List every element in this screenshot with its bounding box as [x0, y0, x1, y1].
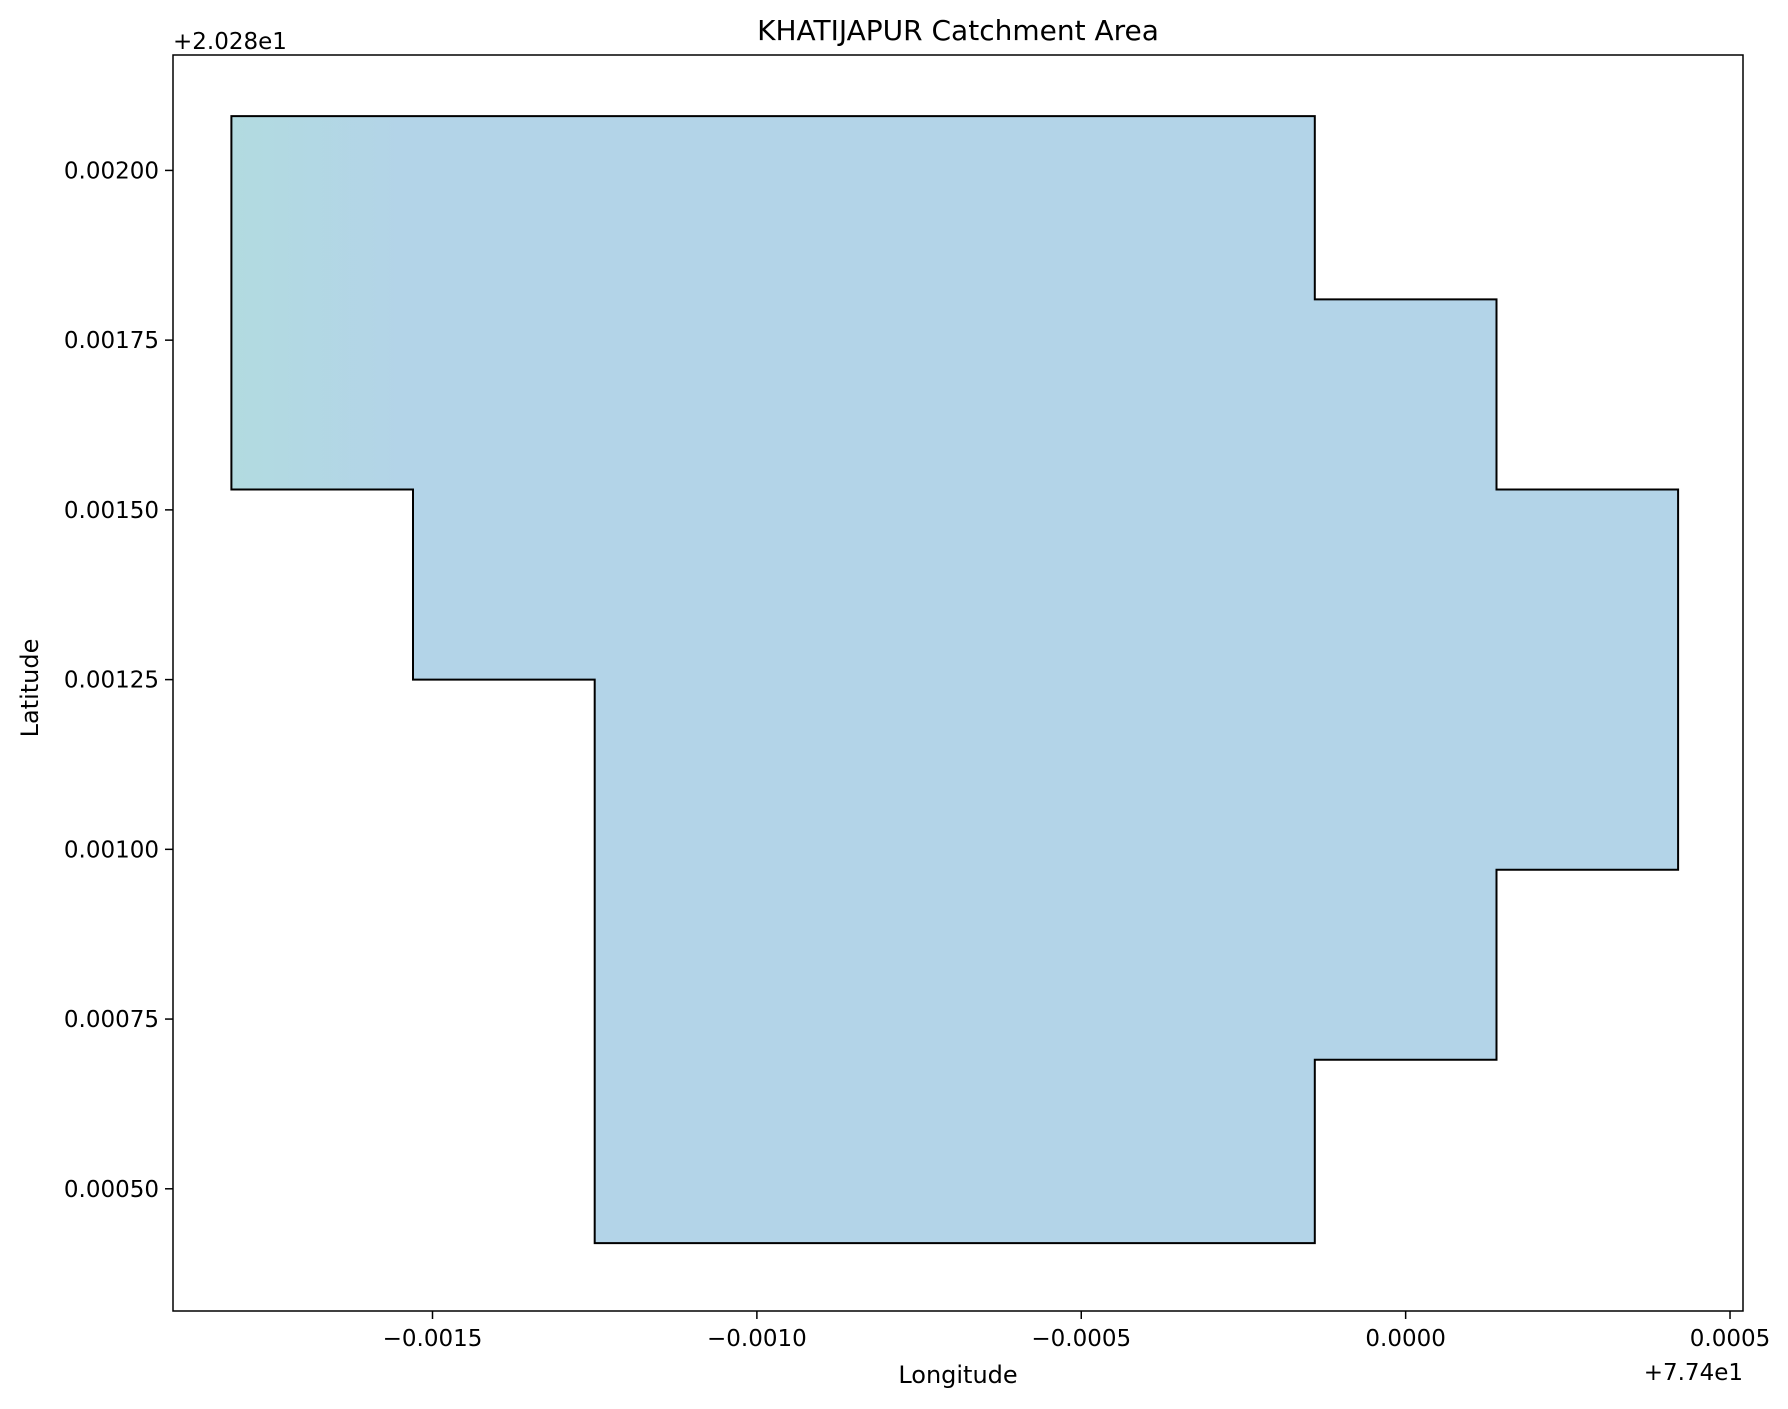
- y-tick-label: 0.00175: [64, 328, 159, 354]
- x-tick-label: 0.0005: [1690, 1326, 1770, 1352]
- y-tick-label: 0.00075: [64, 1007, 159, 1033]
- x-offset-label: +7.74e1: [1644, 1360, 1743, 1386]
- x-tick-label: −0.0010: [707, 1326, 807, 1352]
- x-axis-label: Longitude: [898, 1361, 1017, 1389]
- y-axis-ticks: 0.00050 0.00075 0.00100 0.00125 0.00150 0.001…: [64, 158, 173, 1203]
- y-tick-label: 0.00200: [64, 158, 159, 184]
- x-axis-ticks: −0.0015 −0.0010 −0.0005 0.0000 0.0005: [383, 1311, 1770, 1352]
- catchment-polygon: [230, 115, 1680, 1245]
- x-tick-label: −0.0015: [383, 1326, 483, 1352]
- y-tick-label: 0.00125: [64, 668, 159, 694]
- polygon-layer: [230, 115, 1680, 1245]
- x-tick-label: −0.0005: [1031, 1326, 1131, 1352]
- y-tick-label: 0.00100: [64, 837, 159, 863]
- y-offset-label: +2.028e1: [173, 29, 287, 55]
- y-axis-label: Latitude: [16, 639, 44, 738]
- plot-frame: [172, 54, 1744, 1312]
- chart-title: KHATIJAPUR Catchment Area: [757, 14, 1159, 47]
- y-tick-label: 0.00050: [64, 1177, 159, 1203]
- y-tick-label: 0.00150: [64, 498, 159, 524]
- x-tick-label: 0.0000: [1365, 1326, 1445, 1352]
